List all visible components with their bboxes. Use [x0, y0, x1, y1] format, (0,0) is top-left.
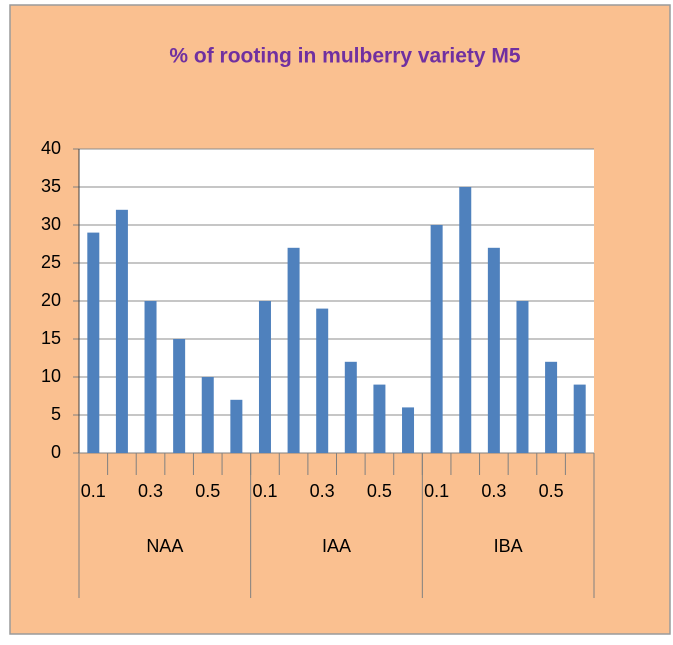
- bar: [287, 247, 300, 453]
- y-tick-label: 10: [41, 366, 61, 386]
- bar: [344, 361, 357, 453]
- bar: [402, 407, 415, 453]
- bar: [487, 247, 500, 453]
- y-tick-label: 25: [41, 252, 61, 272]
- y-tick-label: 30: [41, 214, 61, 234]
- x-tick-label: 0.5: [367, 481, 392, 501]
- bar: [516, 301, 529, 453]
- bar: [144, 301, 157, 453]
- group-label: IAA: [322, 536, 351, 556]
- bar: [545, 361, 558, 453]
- x-tick-label: 0.5: [539, 481, 564, 501]
- y-tick-label: 35: [41, 176, 61, 196]
- bar: [258, 301, 271, 453]
- bar: [430, 225, 443, 453]
- y-tick-label: 5: [51, 404, 61, 424]
- x-tick-label: 0.3: [138, 481, 163, 501]
- y-tick-label: 40: [41, 138, 61, 158]
- group-label: IBA: [494, 536, 523, 556]
- group-label: NAA: [146, 536, 183, 556]
- x-tick-label: 0.3: [310, 481, 335, 501]
- y-tick-label: 15: [41, 328, 61, 348]
- chart-title: % of rooting in mulberry variety M5: [169, 45, 521, 68]
- x-tick-label: 0.1: [81, 481, 106, 501]
- x-tick-label: 0.1: [252, 481, 277, 501]
- x-tick-label: 0.5: [195, 481, 220, 501]
- bar: [459, 187, 472, 453]
- y-tick-label: 20: [41, 290, 61, 310]
- x-tick-label: 0.1: [424, 481, 449, 501]
- bar: [115, 209, 128, 453]
- bar: [373, 384, 386, 453]
- y-tick-label: 0: [51, 442, 61, 462]
- bar: [201, 377, 214, 453]
- x-tick-label: 0.3: [481, 481, 506, 501]
- bar: [87, 232, 100, 453]
- bar: [230, 399, 243, 453]
- bar: [173, 339, 186, 453]
- bar: [573, 384, 586, 453]
- bar: [316, 308, 329, 453]
